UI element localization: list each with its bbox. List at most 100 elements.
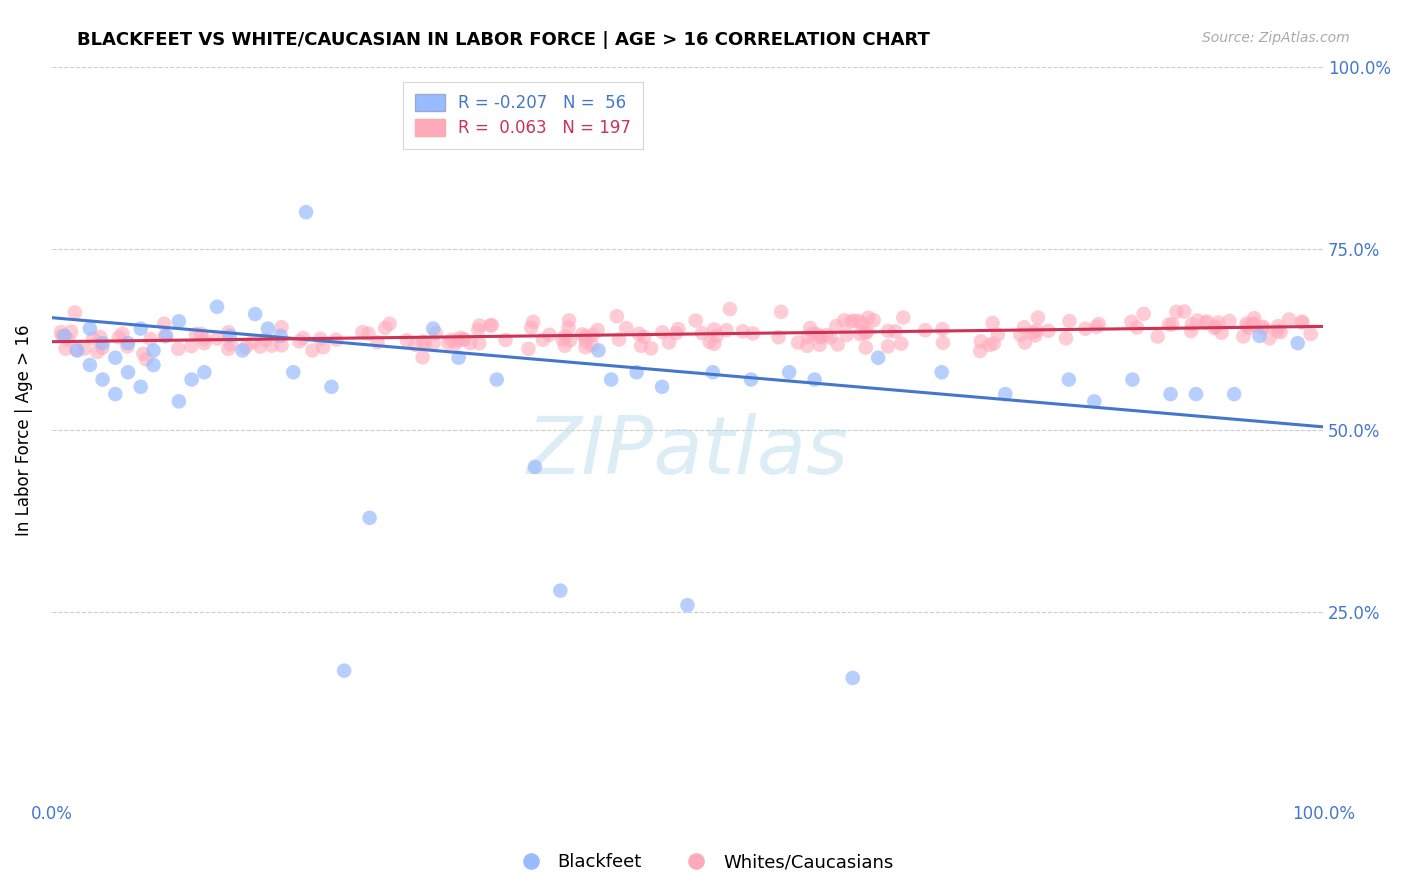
Point [270,338,292,352]
Point [481,318,503,332]
Point [440,333,463,347]
Point [79,358,101,372]
Point [787,335,810,350]
Point [803,372,825,386]
Point [884,324,907,338]
Point [581,338,603,352]
Point [301,343,323,358]
Point [690,326,713,341]
Point [117,336,139,351]
Legend: R = -0.207   N =  56, R =  0.063   N = 197: R = -0.207 N = 56, R = 0.063 N = 197 [404,82,643,149]
Point [868,351,890,365]
Point [1208,316,1230,330]
Point [249,340,271,354]
Point [468,318,491,333]
Point [117,339,139,353]
Point [240,335,263,350]
Point [1251,319,1274,334]
Point [53,329,76,343]
Point [104,351,127,365]
Point [1241,318,1264,332]
Point [446,334,468,348]
Point [877,324,900,338]
Point [66,343,89,358]
Point [260,339,283,353]
Point [167,314,190,328]
Point [1010,327,1032,342]
Point [531,333,554,347]
Point [633,330,655,344]
Point [219,337,242,351]
Point [832,313,855,327]
Point [449,331,471,345]
Point [815,328,838,343]
Point [1278,312,1301,326]
Point [586,323,609,337]
Point [132,346,155,360]
Point [412,334,434,349]
Point [614,321,637,335]
Point [1187,313,1209,327]
Point [808,338,831,352]
Point [374,321,396,335]
Point [835,327,858,342]
Point [574,340,596,354]
Point [706,328,728,343]
Point [702,365,724,379]
Point [676,598,699,612]
Point [994,387,1017,401]
Point [135,352,157,367]
Point [856,325,879,339]
Point [1059,314,1081,328]
Point [1218,314,1240,328]
Legend: Blackfeet, Whites/Caucasians: Blackfeet, Whites/Caucasians [505,847,901,879]
Point [1121,372,1143,386]
Point [1157,318,1180,332]
Point [969,343,991,358]
Point [716,323,738,337]
Point [810,330,832,344]
Point [193,336,215,351]
Point [1205,319,1227,334]
Point [107,330,129,344]
Point [550,583,572,598]
Point [987,327,1010,342]
Point [167,342,190,356]
Point [558,313,581,327]
Point [333,664,356,678]
Point [367,335,389,350]
Point [1181,318,1204,332]
Point [658,335,681,350]
Point [699,334,721,349]
Point [63,305,86,319]
Point [1173,304,1195,318]
Point [321,380,343,394]
Text: ZIPatlas: ZIPatlas [526,413,848,491]
Point [820,330,842,344]
Point [1054,331,1077,345]
Point [309,332,332,346]
Point [1083,394,1105,409]
Point [167,394,190,409]
Point [55,342,77,356]
Point [1299,326,1322,341]
Point [848,314,870,328]
Point [378,317,401,331]
Point [554,339,576,353]
Point [111,326,134,341]
Point [851,317,873,331]
Point [1166,305,1188,319]
Y-axis label: In Labor Force | Age > 16: In Labor Force | Age > 16 [15,325,32,536]
Point [1026,323,1049,337]
Point [626,365,648,379]
Point [825,318,848,333]
Point [1014,335,1036,350]
Point [1132,307,1154,321]
Point [205,300,228,314]
Point [288,334,311,349]
Point [1251,320,1274,334]
Point [801,326,824,341]
Point [849,327,872,342]
Point [243,307,266,321]
Point [718,301,741,316]
